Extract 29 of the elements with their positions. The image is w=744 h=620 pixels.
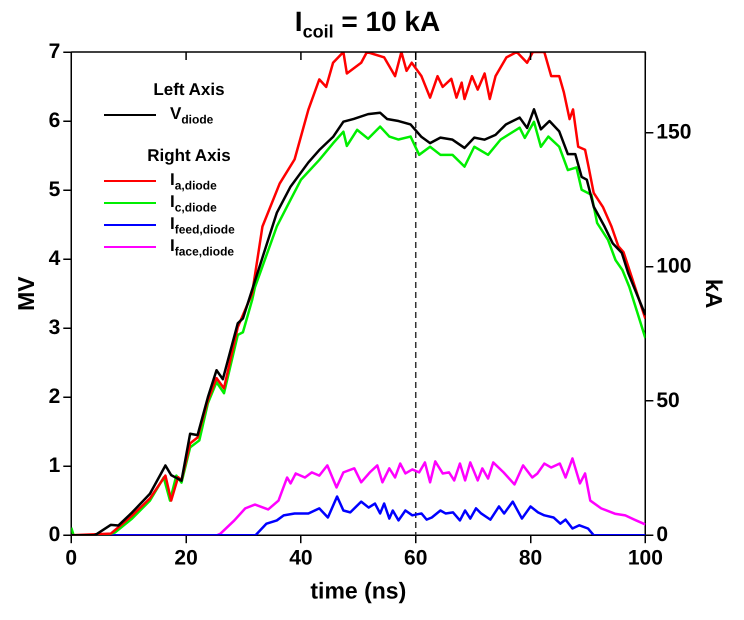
y-tick-label: 1 <box>48 454 61 477</box>
y-tick-label: 5 <box>48 178 61 201</box>
x-tick-label: 100 <box>628 546 663 570</box>
y2-tick-label: 50 <box>656 388 680 412</box>
y-tick-label: 2 <box>48 384 60 408</box>
y-tick-label: 6 <box>48 108 60 132</box>
x-tick-label: 60 <box>404 546 428 570</box>
y-tick-label: 4 <box>48 246 61 270</box>
legend-label: I$_{c,diode}$ <box>170 192 217 214</box>
legend-label: I$_{face,diode}$ <box>170 236 234 258</box>
x-tick-label: 20 <box>174 546 198 570</box>
annotation: Right Axis <box>146 146 232 166</box>
y-tick-label: 3 <box>48 316 60 339</box>
y2-tick-label: 150 <box>656 120 692 144</box>
y2-axis-title: kA <box>700 278 727 308</box>
legend-label: I$_{a,diode}$ <box>170 170 217 192</box>
annotation: Left Axis <box>152 80 226 100</box>
y2-tick-label: 0 <box>656 522 668 546</box>
legend-label: V$_{diode}$ <box>170 104 214 126</box>
x-tick-label: 40 <box>289 546 313 570</box>
y-axis-title: MV <box>13 276 40 311</box>
x-tick-label: 80 <box>518 546 542 570</box>
y-tick-label: 0 <box>48 522 60 546</box>
y2-tick-label: 100 <box>656 254 692 278</box>
x-tick-label: 0 <box>65 546 78 570</box>
chart-title: I$_{coil}$ = 10 kA <box>294 6 442 43</box>
x-axis-title: time (ns) <box>310 578 406 604</box>
legend-label: I$_{feed,diode}$ <box>170 214 235 236</box>
y-tick-label: 7 <box>48 40 60 63</box>
